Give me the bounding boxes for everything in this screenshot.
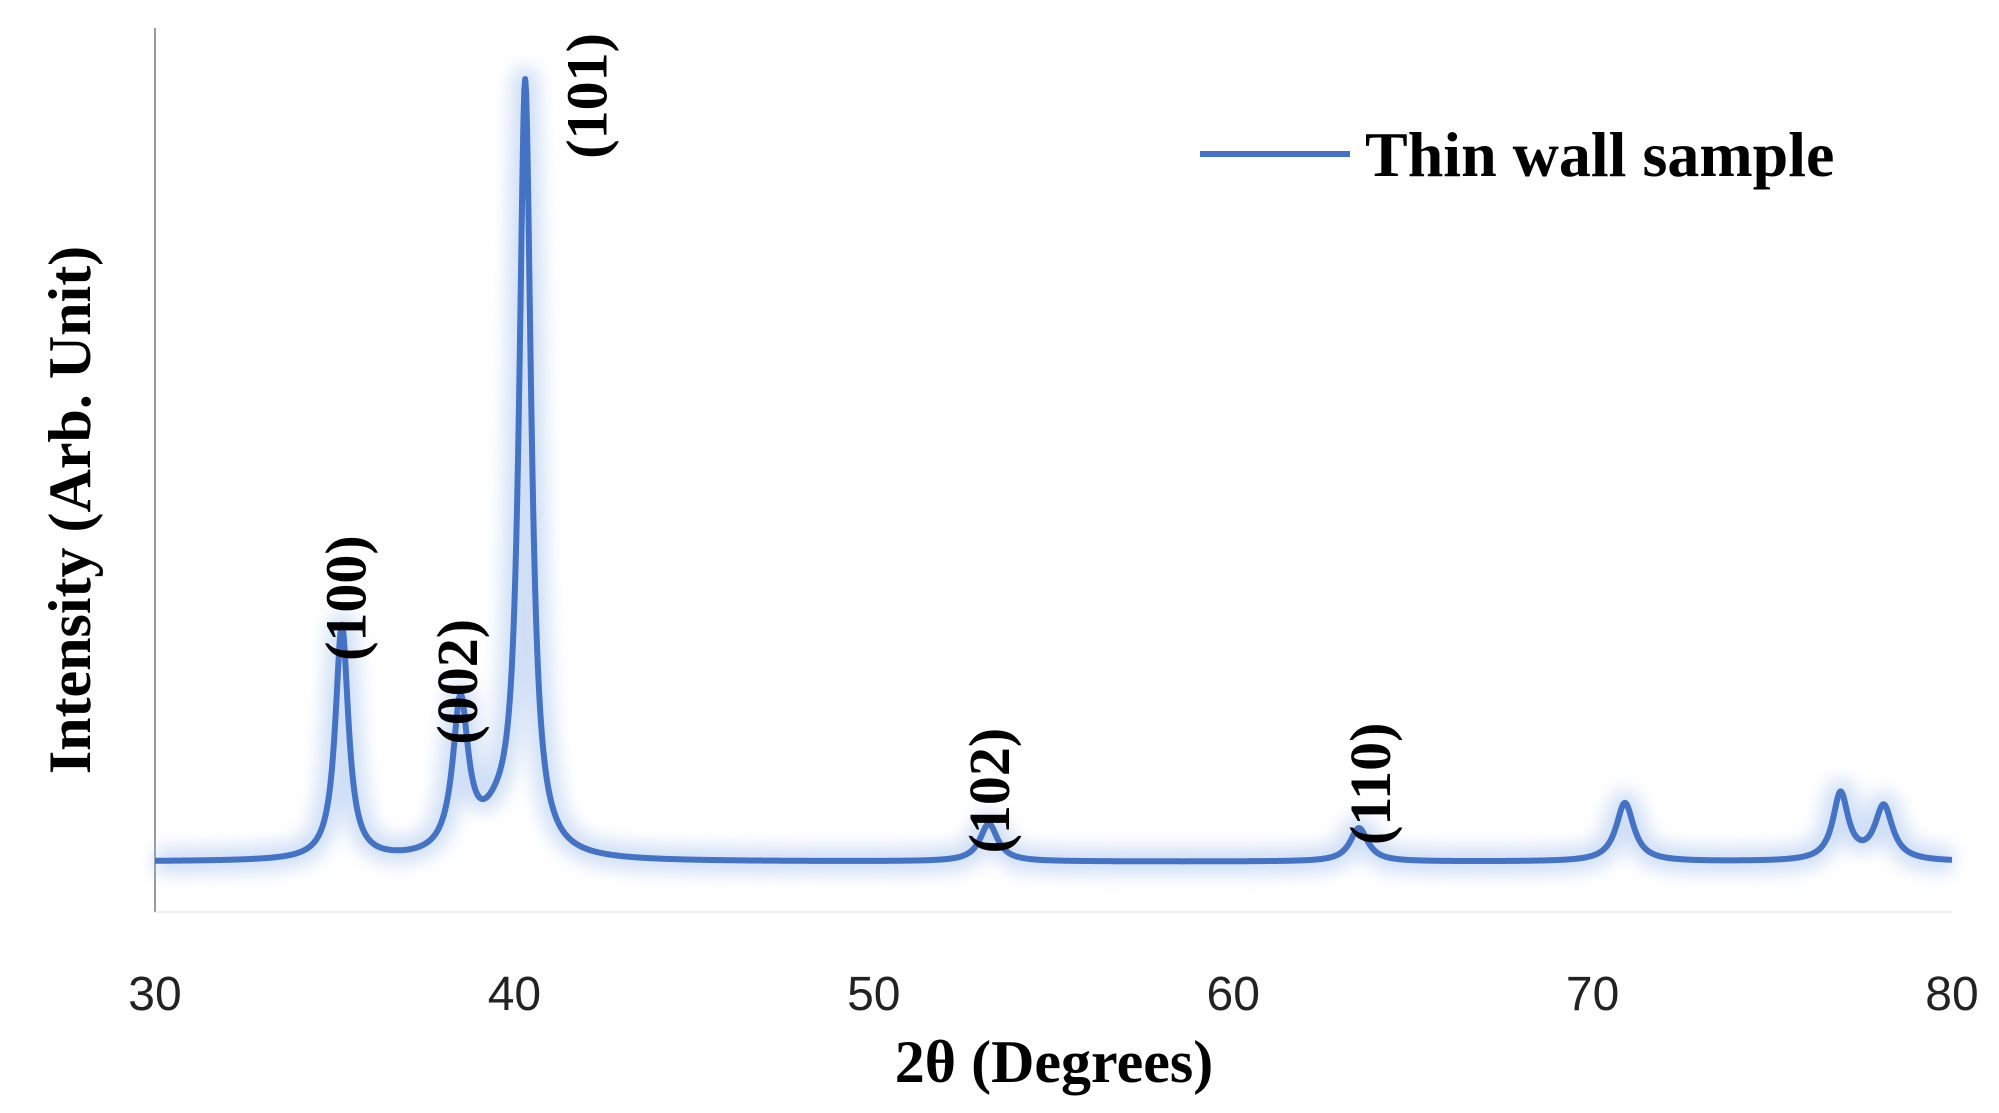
x-tick-label: 40 [488, 968, 541, 1021]
x-tick-labels: 30 40 50 60 70 80 [128, 968, 1978, 1021]
peak-annotations: (100) (002) (101) (102) (110) [314, 33, 1403, 853]
x-tick-label: 80 [1925, 968, 1978, 1021]
peak-label: (102) [957, 728, 1022, 854]
legend-label: Thin wall sample [1365, 119, 1834, 190]
x-tick-label: 30 [128, 968, 181, 1021]
series-line [152, 76, 1955, 865]
x-axis-title: 2θ (Degrees) [895, 1029, 1213, 1095]
peak-label: (002) [425, 619, 490, 745]
x-tick-label: 50 [847, 968, 900, 1021]
peak-label: (101) [554, 33, 619, 159]
legend: Thin wall sample [1200, 119, 1834, 190]
series-thin-wall [142, 66, 1965, 875]
y-axis-title: Intensity (Arb. Unit) [37, 246, 103, 774]
peak-label: (110) [1338, 723, 1403, 845]
peak-label: (100) [314, 535, 379, 661]
x-tick-label: 60 [1207, 968, 1260, 1021]
x-tick-label: 70 [1566, 968, 1619, 1021]
